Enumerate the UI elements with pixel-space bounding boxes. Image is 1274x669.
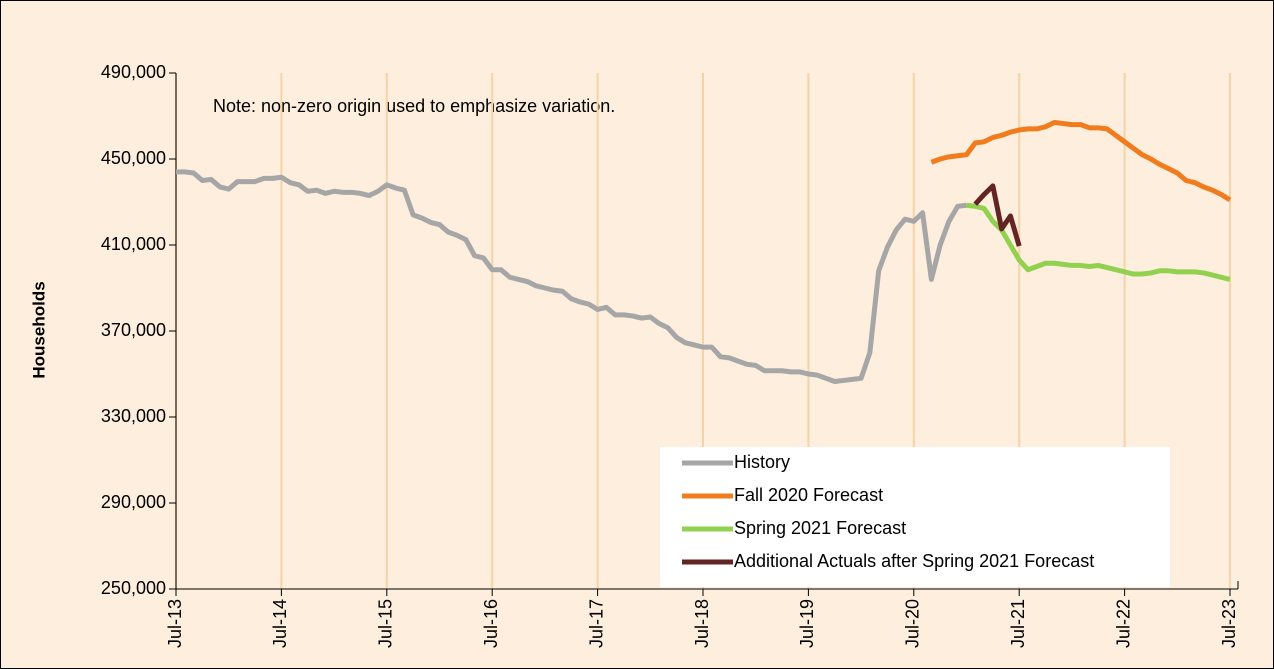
line-series — [966, 202, 1231, 282]
legend: History Fall 2020 Forecast Spring 2021 For… — [660, 447, 1170, 587]
y-tick-label: 410,000 — [101, 234, 166, 254]
y-tick-label: 370,000 — [101, 320, 166, 340]
x-tick-label: Jul-20 — [903, 599, 923, 648]
x-tick-label: Jul-19 — [797, 599, 817, 648]
y-tick-label: 250,000 — [101, 578, 166, 598]
x-tick-label: Jul-14 — [270, 599, 290, 648]
y-axis-label: Households — [29, 281, 48, 378]
legend-label: Spring 2021 Forecast — [734, 518, 906, 538]
y-tick-label: 330,000 — [101, 406, 166, 426]
x-tick-label: Jul-16 — [481, 599, 501, 648]
legend-label: Additional Actuals after Spring 2021 For… — [734, 551, 1094, 571]
x-tick-label: Jul-18 — [692, 599, 712, 648]
legend-background — [660, 447, 1170, 587]
line-series — [930, 119, 1232, 202]
y-tick-label: 290,000 — [101, 492, 166, 512]
x-tick-label: Jul-17 — [586, 599, 606, 648]
line-series — [176, 169, 967, 385]
x-tick-label: Jul-15 — [376, 599, 396, 648]
x-tick-label: Jul-22 — [1113, 599, 1133, 648]
legend-label: Fall 2020 Forecast — [734, 485, 883, 505]
x-tick-label: Jul-21 — [1008, 599, 1028, 648]
annotation: Note: non-zero origin used to emphasize … — [213, 96, 615, 116]
x-tick-label: Jul-13 — [165, 599, 185, 648]
y-tick-label: 450,000 — [101, 148, 166, 168]
y-tick-label: 490,000 — [101, 62, 166, 82]
x-tick-label: Jul-23 — [1219, 599, 1239, 648]
legend-label: History — [734, 452, 790, 472]
line-series — [973, 183, 1022, 247]
